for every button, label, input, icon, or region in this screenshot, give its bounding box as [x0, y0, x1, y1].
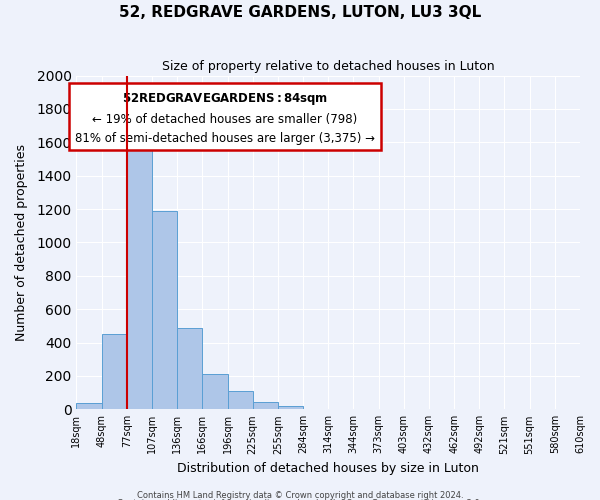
Bar [101, 334, 127, 409]
Y-axis label: Number of detached properties: Number of detached properties [15, 144, 28, 341]
Title: Size of property relative to detached houses in Luton: Size of property relative to detached ho… [162, 60, 494, 73]
Bar [152, 210, 177, 410]
Text: 52, REDGRAVE GARDENS, LUTON, LU3 3QL: 52, REDGRAVE GARDENS, LUTON, LU3 3QL [119, 5, 481, 20]
Text: $\bf{52 REDGRAVE GARDENS: 84sqm}$
← 19% of detached houses are smaller (798)
81%: $\bf{52 REDGRAVE GARDENS: 84sqm}$ ← 19% … [75, 90, 375, 144]
Bar [253, 402, 278, 409]
Bar [227, 391, 253, 409]
Bar [202, 374, 227, 410]
X-axis label: Distribution of detached houses by size in Luton: Distribution of detached houses by size … [177, 462, 479, 475]
Bar [127, 142, 152, 410]
Bar [278, 406, 303, 409]
Bar [76, 404, 101, 409]
Bar [177, 328, 202, 409]
Text: Contains HM Land Registry data © Crown copyright and database right 2024.: Contains HM Land Registry data © Crown c… [137, 490, 463, 500]
